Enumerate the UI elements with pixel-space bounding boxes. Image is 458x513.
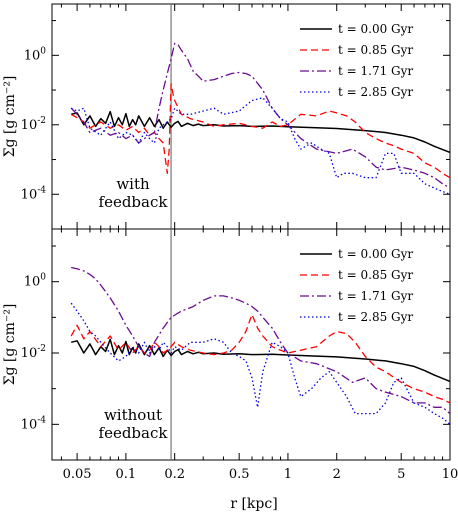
legend-label: t = 2.85 Gyr [338, 85, 413, 99]
series-line-4 [70, 97, 450, 195]
plot-frame [51, 228, 451, 461]
series-line-1 [71, 338, 450, 383]
x-tick-label: 10 [442, 467, 458, 482]
legend-label: t = 0.85 Gyr [338, 43, 413, 57]
x-tick-label: 0.05 [63, 467, 92, 482]
y-axis-label: Σg [g cm⁻²] [2, 76, 18, 158]
legend-label: t = 0.00 Gyr [338, 22, 413, 36]
series-line-1 [71, 110, 450, 154]
legend-label: t = 0.85 Gyr [338, 268, 413, 282]
panel-annotation: with [116, 175, 150, 193]
y-axis-label: Σg [g cm⁻²] [2, 304, 18, 386]
x-tick-label: 2 [333, 467, 341, 482]
series-line-2 [70, 83, 450, 179]
panel-annotation: feedback [99, 193, 169, 211]
panel-annotation: feedback [99, 424, 169, 442]
legend-label: t = 1.71 Gyr [338, 289, 413, 303]
x-tick-label: 5 [397, 467, 405, 482]
x-tick-label: 0.2 [164, 467, 185, 482]
y-tick-label: 10-2 [21, 116, 46, 133]
y-tick-label: 10-4 [21, 415, 47, 432]
x-axis-label: r [kpc] [230, 496, 277, 512]
y-tick-label: 100 [24, 273, 47, 290]
x-tick-label: 0.5 [229, 467, 250, 482]
legend-label: t = 2.85 Gyr [338, 310, 413, 324]
series-line-3 [71, 266, 450, 415]
bottom-panel: 0.05 0.1 0.2 0.5 1 2 5 10 100 10-2 10-4 Σg [g cm⁻²]… [2, 228, 458, 482]
top-panel: 100 10-2 10-4 Σg [g cm⁻²] t = 0.00 Gyr t = 0.… [2, 3, 451, 230]
x-tick-label: 0.1 [116, 467, 137, 482]
series-line-3 [70, 42, 450, 189]
legend-label: t = 0.00 Gyr [338, 247, 413, 261]
panel-annotation: without [104, 406, 162, 424]
x-tick-label: 1 [284, 467, 292, 482]
y-tick-label: 10-2 [21, 344, 46, 361]
legend-label: t = 1.71 Gyr [338, 64, 413, 78]
y-tick-label: 10-4 [21, 185, 47, 202]
y-tick-label: 100 [24, 46, 47, 63]
